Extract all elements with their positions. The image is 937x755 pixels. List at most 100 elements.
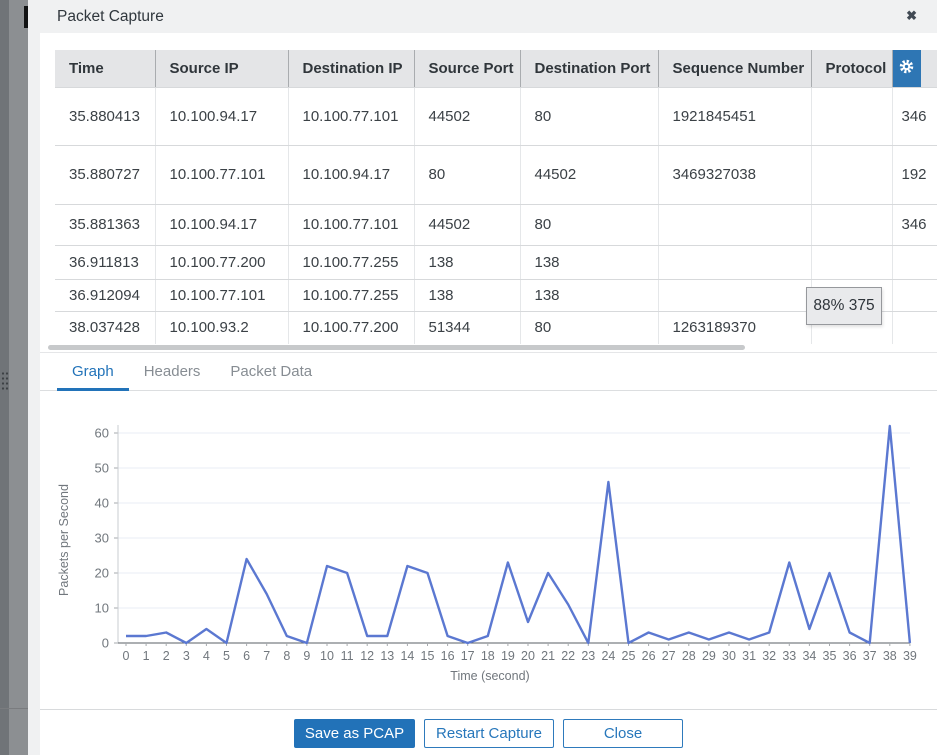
cell-source-port: 51344 [414,311,520,344]
x-tick-label: 22 [561,649,575,663]
column-header-source-ip: Source IP [155,50,288,87]
x-tick-label: 37 [863,649,877,663]
x-tick-label: 32 [762,649,776,663]
table-row[interactable]: 35.880727 10.100.77.101 10.100.94.17 80 … [55,145,937,204]
column-header-protocol: Protocol [811,50,892,87]
cell-source-port: 44502 [414,87,520,145]
cell-destination-port: 80 [520,311,658,344]
y-tick-label: 30 [95,531,109,546]
x-tick-label: 6 [243,649,250,663]
drag-handle-icon[interactable] [1,371,9,392]
column-header-cutoff [921,50,937,87]
table-row[interactable]: 38.037428 10.100.93.2 10.100.77.200 5134… [55,311,937,344]
cell-source-ip: 10.100.77.200 [155,245,288,279]
cell-destination-port: 80 [520,204,658,245]
x-tick-label: 24 [601,649,615,663]
cell-source-port: 44502 [414,204,520,245]
packet-capture-dialog: Packet Capture ✖ Time Source IP Destinat… [28,0,937,755]
x-tick-label: 11 [341,649,354,663]
cell-ack-cutoff: 346 [892,204,937,245]
x-tick-label: 12 [360,649,374,663]
cell-source-port: 138 [414,279,520,311]
x-tick-label: 5 [223,649,230,663]
background-divider [0,708,28,709]
cell-time: 36.911813 [55,245,155,279]
cell-destination-port: 80 [520,87,658,145]
tab-graph[interactable]: Graph [57,355,129,391]
y-axis-title: Packets per Second [57,484,71,596]
column-header-sequence-number: Sequence Number [658,50,811,87]
cell-ack-cutoff [892,311,937,344]
x-tick-label: 33 [782,649,796,663]
cell-source-ip: 10.100.77.101 [155,145,288,204]
cell-destination-ip: 10.100.77.101 [288,204,414,245]
column-header-destination-ip: Destination IP [288,50,414,87]
x-tick-label: 4 [203,649,210,663]
footer-buttons: Save as PCAP Restart Capture Close [40,719,937,748]
table-row[interactable]: 35.881363 10.100.94.17 10.100.77.101 445… [55,204,937,245]
tab-headers[interactable]: Headers [129,355,216,391]
cell-source-port: 80 [414,145,520,204]
table-bottom-divider [40,352,937,353]
cell-source-port: 138 [414,245,520,279]
cell-destination-port: 138 [520,245,658,279]
x-tick-label: 27 [662,649,676,663]
cell-protocol [811,145,892,204]
x-tick-label: 23 [581,649,595,663]
horizontal-scrollbar[interactable] [48,345,745,350]
cell-source-ip: 10.100.77.101 [155,279,288,311]
x-tick-label: 14 [400,649,414,663]
packets-line-series [126,426,910,643]
x-tick-label: 8 [283,649,290,663]
x-tick-label: 7 [263,649,270,663]
close-button[interactable]: Close [563,719,683,748]
tab-packet-data[interactable]: Packet Data [215,355,327,391]
x-tick-label: 29 [702,649,716,663]
table-row[interactable]: 36.911813 10.100.77.200 10.100.77.255 13… [55,245,937,279]
x-tick-label: 30 [722,649,736,663]
column-header-source-port: Source Port [414,50,520,87]
cell-sequence-number [658,204,811,245]
cell-sequence-number [658,279,811,311]
x-tick-label: 26 [642,649,656,663]
capture-progress-tooltip: 88% 375 [806,287,882,325]
packet-table-wrap: Time Source IP Destination IP Source Por… [55,50,937,344]
x-axis-title: Time (second) [450,669,529,683]
restart-capture-button[interactable]: Restart Capture [424,719,554,748]
x-tick-label: 34 [802,649,816,663]
cell-sequence-number: 1263189370 [658,311,811,344]
column-header-destination-port: Destination Port [520,50,658,87]
x-tick-label: 21 [541,649,555,663]
table-row[interactable]: 36.912094 10.100.77.101 10.100.77.255 13… [55,279,937,311]
cell-ack-cutoff [892,279,937,311]
cell-destination-ip: 10.100.77.255 [288,245,414,279]
y-tick-label: 0 [102,636,109,651]
y-tick-label: 40 [95,496,109,511]
cell-source-ip: 10.100.93.2 [155,311,288,344]
column-settings-button[interactable] [892,50,921,87]
cell-destination-ip: 10.100.77.255 [288,279,414,311]
x-tick-label: 18 [481,649,495,663]
cell-time: 38.037428 [55,311,155,344]
cell-ack-cutoff: 192 [892,145,937,204]
x-tick-label: 38 [883,649,897,663]
x-tick-label: 13 [380,649,394,663]
tab-bar: Graph Headers Packet Data [40,355,937,391]
cell-protocol [811,245,892,279]
y-tick-label: 60 [95,426,109,441]
close-icon[interactable]: ✖ [906,8,917,24]
cell-source-ip: 10.100.94.17 [155,204,288,245]
x-tick-label: 31 [742,649,756,663]
x-tick-label: 19 [501,649,515,663]
cell-protocol [811,204,892,245]
cell-destination-ip: 10.100.94.17 [288,145,414,204]
column-header-time: Time [55,50,155,87]
cell-protocol [811,87,892,145]
x-tick-label: 17 [461,649,475,663]
table-row[interactable]: 35.880413 10.100.94.17 10.100.77.101 445… [55,87,937,145]
cell-destination-ip: 10.100.77.101 [288,87,414,145]
dialog-body: Time Source IP Destination IP Source Por… [40,33,937,755]
save-as-pcap-button[interactable]: Save as PCAP [294,719,415,748]
footer-divider [40,709,937,710]
cell-sequence-number [658,245,811,279]
